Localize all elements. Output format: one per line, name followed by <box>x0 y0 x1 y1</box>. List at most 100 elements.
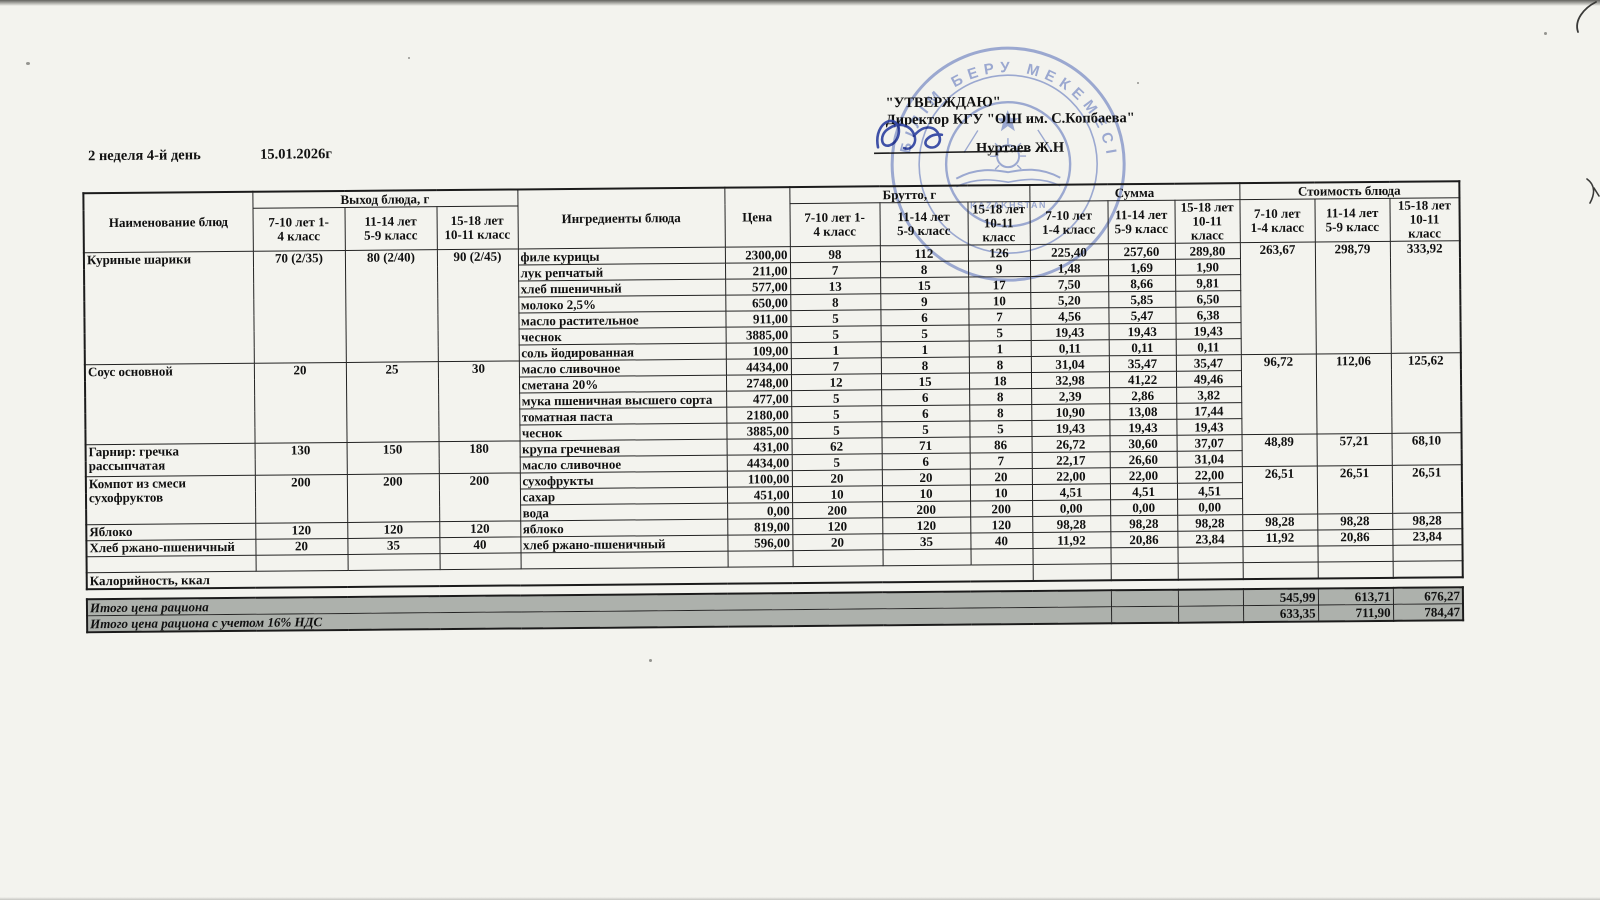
dish-name-cell: Гарнир: гречка рассыпчатая <box>85 443 255 477</box>
empty-cell <box>882 549 971 566</box>
brutto-cell: 71 <box>881 437 970 454</box>
summa-cell: 2,39 <box>1031 387 1110 405</box>
brutto-cell: 5 <box>790 309 881 327</box>
empty-cell <box>1242 561 1318 580</box>
ingredient-cell: яблоко <box>520 519 728 537</box>
brutto-cell: 5 <box>791 405 882 423</box>
price-cell: 431,00 <box>726 438 792 456</box>
subcol-brutto-1: 7-10 лет 1- 4 класс <box>789 202 880 247</box>
brutto-cell: 120 <box>792 517 883 535</box>
price-cell: 911,00 <box>725 310 791 328</box>
brutto-cell: 7 <box>968 308 1031 326</box>
brutto-cell: 8 <box>880 261 969 278</box>
price-cell: 650,00 <box>725 294 791 312</box>
summa-cell: 22,00 <box>1176 466 1243 484</box>
subcol-output-2: 11-14 лет 5-9 класс <box>344 206 437 251</box>
price-cell: 2300,00 <box>724 246 791 264</box>
empty-cell <box>1111 606 1179 624</box>
subcol-output-1: 7-10 лет 1- 4 класс <box>252 207 345 252</box>
ingredient-cell: лук репчатый <box>518 263 726 281</box>
summa-cell: 225,40 <box>1029 243 1109 261</box>
output-cell: 120 <box>255 522 348 540</box>
brutto-cell: 6 <box>881 453 970 470</box>
brutto-cell: 98 <box>789 245 881 263</box>
brutto-cell: 10 <box>881 485 971 502</box>
dish-cost-cell: 125,62 <box>1390 352 1462 434</box>
class-range: 5-9 класс <box>1114 220 1169 237</box>
price-cell: 2180,00 <box>726 406 792 424</box>
output-cell: 40 <box>439 536 521 554</box>
summa-cell: 4,56 <box>1030 307 1109 325</box>
price-cell: 477,00 <box>726 390 792 408</box>
brutto-cell: 20 <box>881 469 970 486</box>
summa-cell: 19,43 <box>1031 419 1110 437</box>
brutto-cell: 7 <box>790 357 881 375</box>
summa-cell: 31,04 <box>1176 450 1242 468</box>
empty-cell <box>1178 605 1244 623</box>
ingredient-cell: молоко 2,5% <box>518 295 726 313</box>
ingredient-cell: филе курицы <box>517 247 726 265</box>
empty-cell <box>1177 562 1243 580</box>
output-cell: 20 <box>255 538 348 556</box>
brutto-cell: 20 <box>792 533 883 551</box>
ingredient-cell: масло сливочное <box>518 359 727 377</box>
dish-cost-cell: 263,67 <box>1239 242 1316 355</box>
brutto-cell: 7 <box>969 452 1032 470</box>
output-cell: 30 <box>437 360 520 442</box>
ingredient-cell: сметана 20% <box>519 375 727 393</box>
class-range: 10-11 класс <box>444 226 511 243</box>
brutto-cell: 200 <box>792 501 883 519</box>
empty-cell <box>1110 547 1178 564</box>
summa-cell: 4,51 <box>1109 483 1178 500</box>
subcol-cost-2: 11-14 лет 5-9 класс <box>1314 198 1390 243</box>
class-range: 1-4 класс <box>1250 219 1305 236</box>
subcol-cost-1: 7-10 лет 1-4 класс <box>1239 199 1315 243</box>
summa-cell: 26,60 <box>1109 451 1177 468</box>
brutto-cell: 1 <box>790 341 881 359</box>
price-cell: 2748,00 <box>726 374 792 392</box>
summa-cell: 5,20 <box>1030 291 1109 309</box>
dish-cost-cell: 98,28 <box>1242 513 1318 531</box>
empty-cell <box>1317 545 1393 562</box>
summa-cell: 5,47 <box>1108 307 1176 324</box>
total-value-cell: 711,90 <box>1318 604 1394 622</box>
class-range: 10-11 класс <box>1190 213 1224 243</box>
summa-cell: 13,08 <box>1109 403 1177 420</box>
ingredient-cell: мука пшеничная высшего сорта <box>519 391 727 409</box>
brutto-cell: 10 <box>968 292 1031 310</box>
brutto-cell: 5 <box>791 421 882 439</box>
summa-cell: 19,43 <box>1030 323 1109 341</box>
summa-cell: 0,00 <box>1032 499 1111 517</box>
summa-cell: 41,22 <box>1109 371 1177 388</box>
summa-cell: 9,81 <box>1175 274 1241 292</box>
subcol-summa-1: 7-10 лет 1-4 класс <box>1029 200 1108 245</box>
dish-name-cell: Куриные шарики <box>83 251 254 365</box>
menu-table: Наименование блюд Выход блюда, г Ингреди… <box>82 180 1464 591</box>
summa-cell: 30,60 <box>1109 435 1177 452</box>
summa-cell: 37,07 <box>1176 434 1242 452</box>
summa-cell: 98,28 <box>1032 515 1111 533</box>
brutto-cell: 5 <box>969 420 1032 438</box>
brutto-cell: 17 <box>968 276 1031 294</box>
brutto-cell: 126 <box>967 244 1031 262</box>
brutto-cell: 10 <box>969 484 1033 502</box>
brutto-cell: 8 <box>790 293 881 311</box>
summa-cell: 2,86 <box>1109 387 1177 404</box>
brutto-cell: 40 <box>970 532 1033 550</box>
output-cell: 150 <box>346 441 439 475</box>
empty-cell <box>1177 546 1243 564</box>
price-cell: 451,00 <box>726 486 793 504</box>
ingredient-cell: чеснок <box>519 423 727 441</box>
summa-cell: 8,66 <box>1108 275 1176 292</box>
summa-cell: 1,69 <box>1108 259 1176 276</box>
summa-cell: 35,47 <box>1175 354 1242 372</box>
dish-name-cell: Компот из смеси сухофруктов <box>85 475 256 525</box>
empty-cell <box>1392 560 1463 578</box>
class-range: 5-9 класс <box>363 227 418 243</box>
class-range: 4 класс <box>813 223 857 239</box>
total-value-cell: 784,47 <box>1393 603 1464 621</box>
summa-cell: 4,51 <box>1176 482 1243 500</box>
brutto-cell: 86 <box>969 436 1032 454</box>
price-cell: 577,00 <box>725 278 791 296</box>
